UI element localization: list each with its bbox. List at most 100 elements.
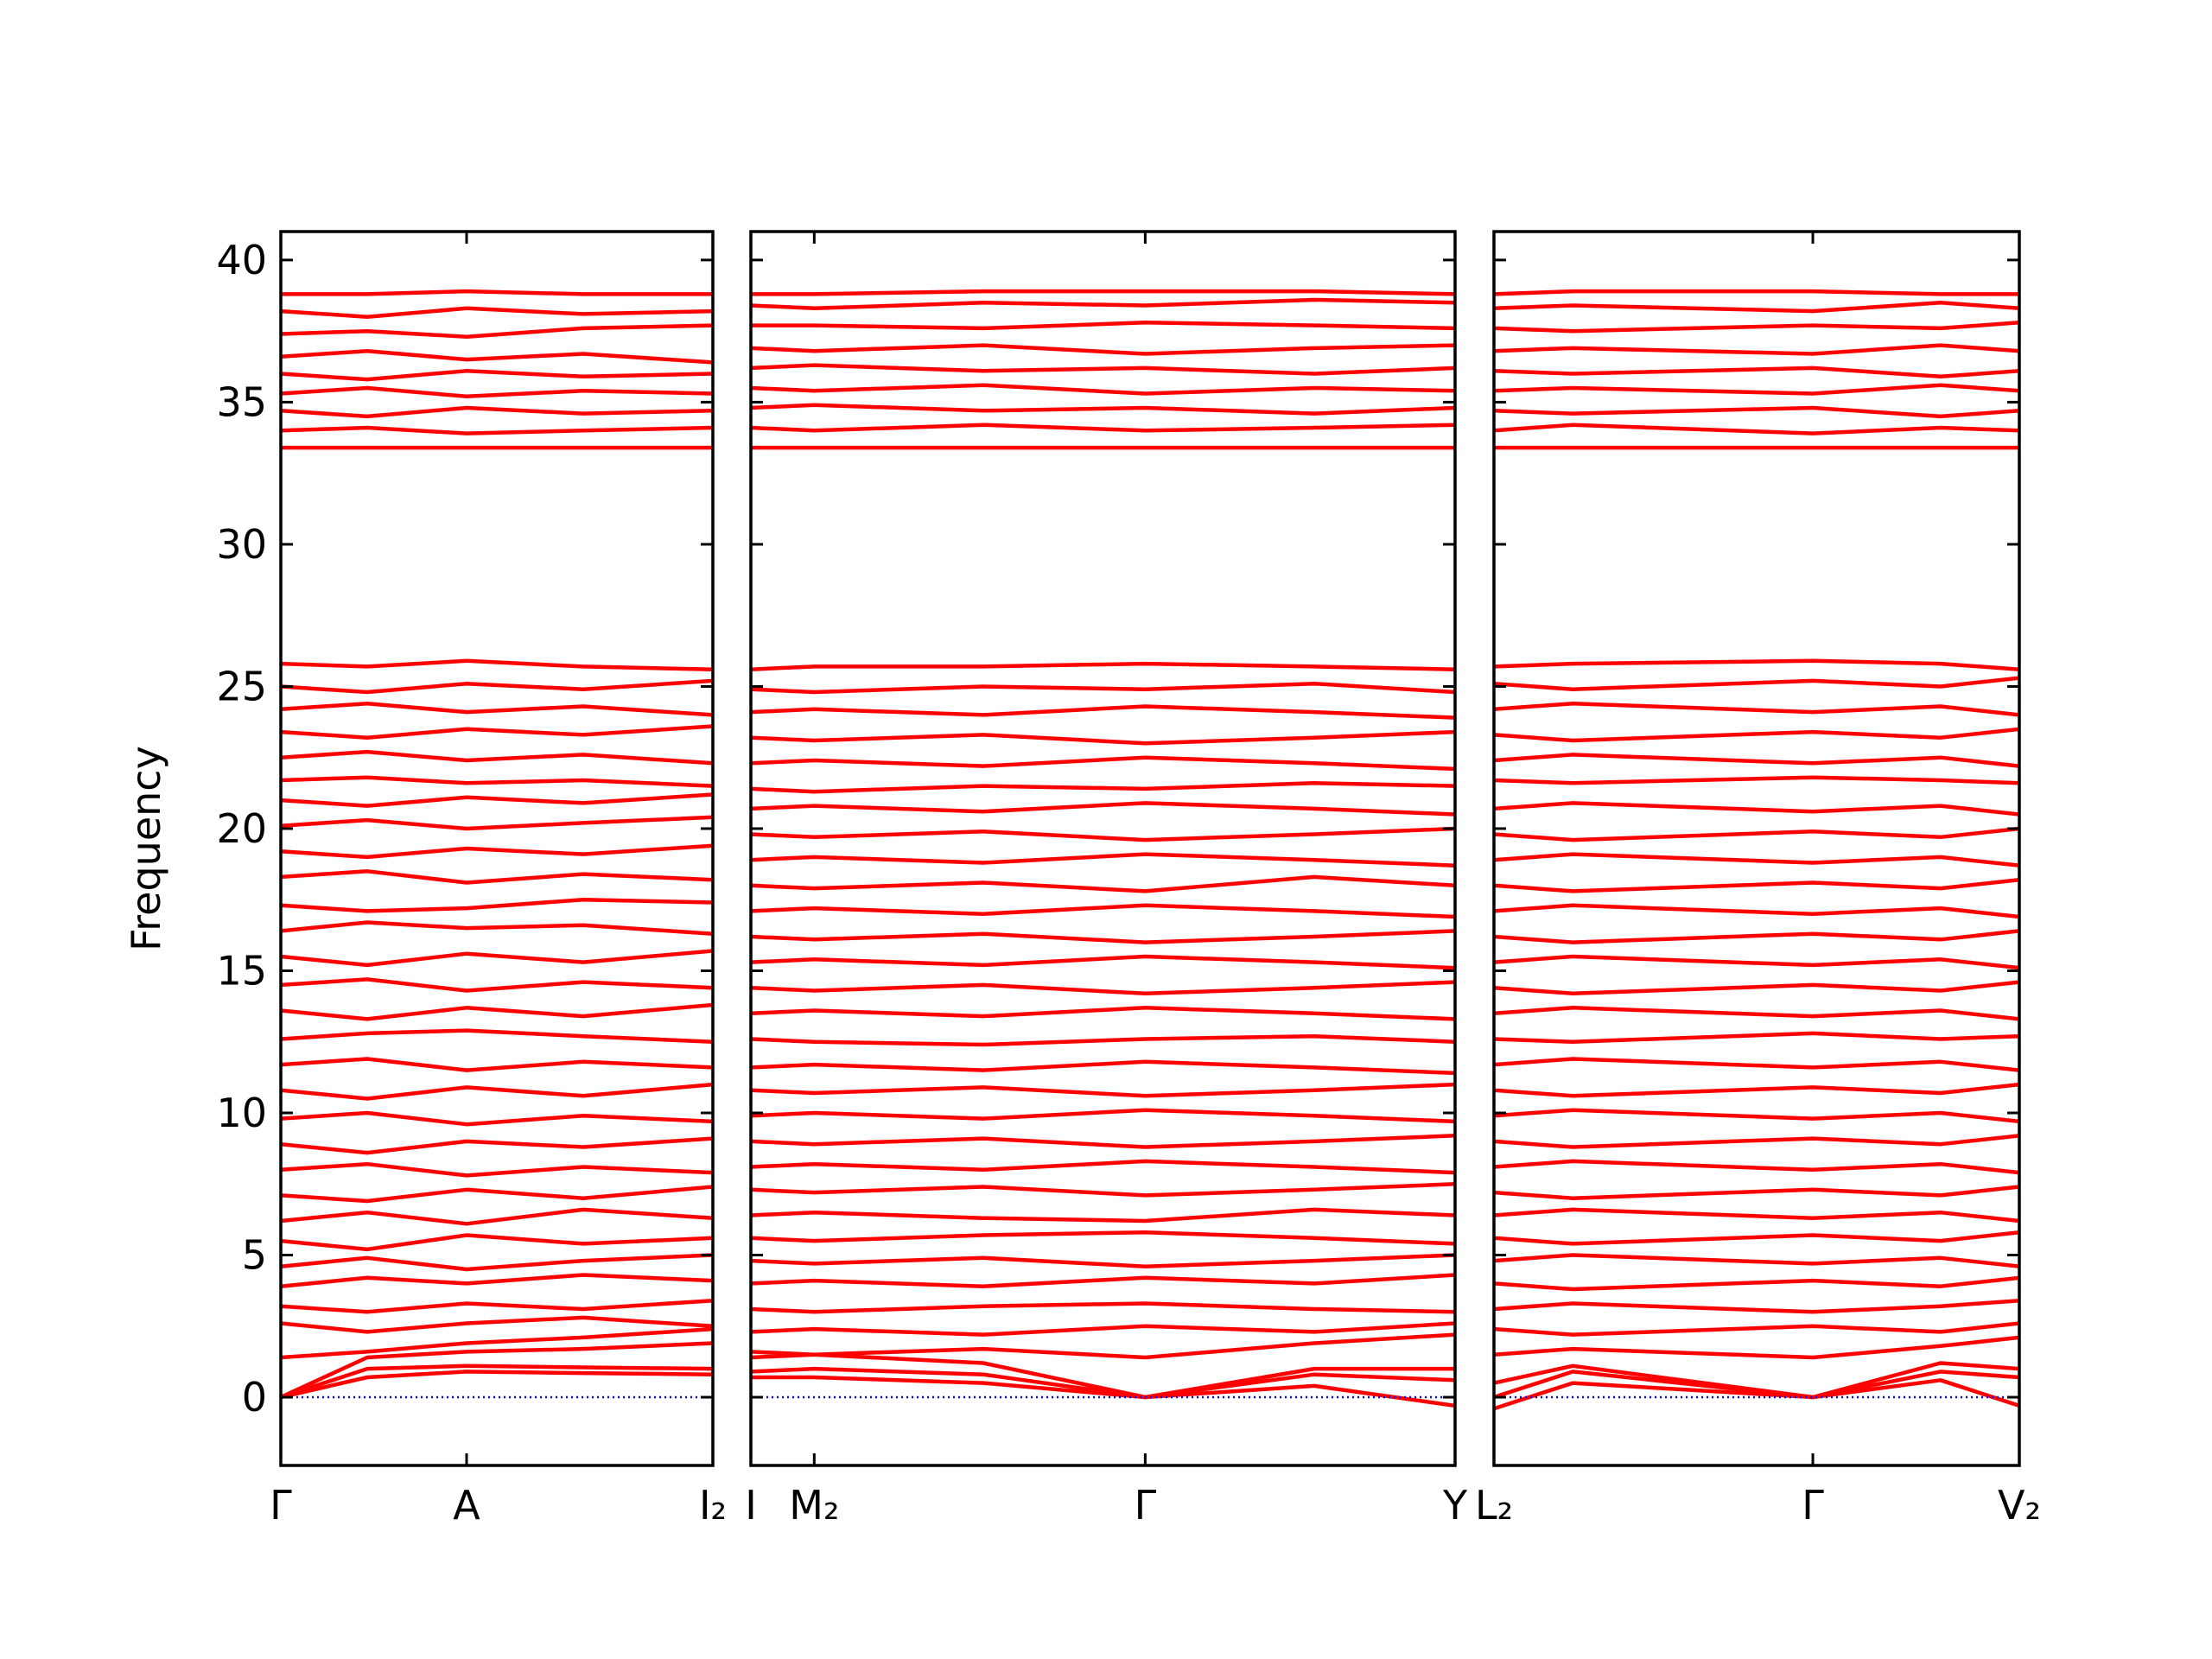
band xyxy=(281,1341,713,1400)
band xyxy=(281,920,713,936)
band xyxy=(1494,980,2019,996)
x-tick-label: Y xyxy=(1442,1482,1468,1529)
band xyxy=(1494,1159,2019,1175)
band xyxy=(1494,1298,2019,1314)
band xyxy=(281,1298,713,1314)
band xyxy=(281,1363,713,1400)
band xyxy=(281,843,713,860)
band xyxy=(751,403,1455,416)
x-tick-label: I xyxy=(745,1482,757,1529)
band xyxy=(281,977,713,993)
band xyxy=(751,1159,1455,1175)
x-tick-label: M₂ xyxy=(789,1482,839,1529)
band xyxy=(281,1002,713,1021)
band xyxy=(751,363,1455,376)
band xyxy=(281,949,713,968)
band xyxy=(281,1185,713,1204)
band xyxy=(281,368,713,382)
band xyxy=(281,306,713,319)
band xyxy=(281,289,713,296)
x-tick-label: Γ xyxy=(1135,1482,1157,1529)
band xyxy=(1494,383,2019,396)
band xyxy=(751,1082,1455,1098)
band xyxy=(751,729,1455,746)
band xyxy=(281,658,713,671)
band xyxy=(1494,852,2019,868)
band xyxy=(281,724,713,740)
y-tick-label: 5 xyxy=(242,1232,267,1279)
band xyxy=(1494,1253,2019,1268)
band xyxy=(281,749,713,766)
band xyxy=(281,775,713,788)
band xyxy=(281,385,713,399)
band xyxy=(751,874,1455,893)
band xyxy=(1494,365,2019,379)
band xyxy=(1494,1378,2019,1411)
band xyxy=(281,869,713,885)
band xyxy=(751,954,1455,970)
band xyxy=(281,678,713,695)
band xyxy=(1494,877,2019,893)
band xyxy=(751,1006,1455,1021)
band xyxy=(751,681,1455,695)
x-tick-label: Γ xyxy=(270,1482,292,1529)
y-tick-label: 15 xyxy=(216,947,267,994)
band xyxy=(751,755,1455,772)
band xyxy=(751,1332,1455,1360)
band xyxy=(1494,321,2019,334)
band xyxy=(1494,929,2019,944)
band xyxy=(1494,1031,2019,1044)
y-tick-label: 20 xyxy=(216,805,267,852)
band xyxy=(751,1033,1455,1047)
axes-frame xyxy=(749,230,1457,1467)
y-tick-label: 40 xyxy=(216,237,267,283)
band xyxy=(281,1110,713,1127)
x-tick-label: V₂ xyxy=(1998,1482,2041,1529)
band xyxy=(751,781,1455,794)
band xyxy=(751,1321,1455,1337)
band xyxy=(751,661,1455,671)
band xyxy=(751,297,1455,311)
band xyxy=(751,980,1455,996)
band xyxy=(1494,1082,2019,1098)
y-tick-label: 30 xyxy=(216,521,267,568)
band xyxy=(281,1136,713,1155)
band xyxy=(751,383,1455,396)
band xyxy=(1494,826,2019,842)
band xyxy=(281,348,713,365)
band xyxy=(751,343,1455,356)
band xyxy=(751,1059,1455,1076)
band xyxy=(281,1326,713,1360)
band xyxy=(281,1233,713,1252)
band xyxy=(751,1273,1455,1288)
axes-frame xyxy=(1492,230,2021,1467)
band xyxy=(1494,1275,2019,1292)
band xyxy=(751,1366,1455,1400)
bands xyxy=(751,289,1455,1408)
y-axis-label: Frequency xyxy=(123,746,169,951)
band xyxy=(751,929,1455,944)
band xyxy=(1494,903,2019,919)
band xyxy=(1494,1230,2019,1246)
band xyxy=(281,1057,713,1072)
band xyxy=(751,801,1455,817)
band xyxy=(1494,801,2019,817)
band xyxy=(281,1082,713,1101)
band xyxy=(281,897,713,913)
band xyxy=(751,289,1455,296)
x-tick-label: A xyxy=(453,1482,480,1529)
band xyxy=(1494,301,2019,314)
axes-frame xyxy=(279,230,715,1467)
band xyxy=(751,1108,1455,1124)
band xyxy=(281,1370,713,1400)
band xyxy=(751,1301,1455,1314)
band xyxy=(281,815,713,831)
band xyxy=(751,1134,1455,1149)
x-tick-label: L₂ xyxy=(1475,1482,1513,1529)
bands xyxy=(1494,289,2019,1411)
band xyxy=(1494,658,2019,671)
band xyxy=(751,852,1455,868)
band xyxy=(751,321,1455,331)
